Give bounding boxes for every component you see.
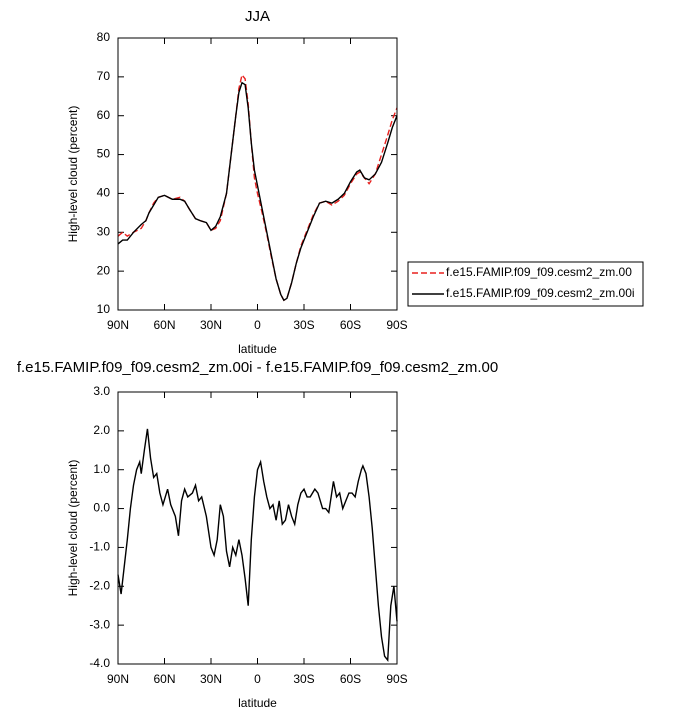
legend-label: f.e15.FAMIP.f09_f09.cesm2_zm.00i [446, 286, 635, 300]
y-tick-label: -4.0 [89, 656, 110, 670]
y-tick-label: 2.0 [93, 423, 110, 437]
x-tick-label: 30S [293, 672, 314, 686]
y-axis-label: High-level cloud (percent) [66, 106, 80, 243]
y-tick-label: -1.0 [89, 540, 110, 554]
y-tick-label: 80 [97, 30, 111, 44]
x-tick-label: 0 [254, 672, 261, 686]
y-tick-label: -2.0 [89, 578, 110, 592]
legend-label: f.e15.FAMIP.f09_f09.cesm2_zm.00 [446, 265, 632, 279]
data-line [117, 81, 398, 302]
y-tick-label: -3.0 [89, 617, 110, 631]
plot-frame [117, 37, 398, 311]
chart-title: f.e15.FAMIP.f09_f09.cesm2_zm.00i - f.e15… [17, 359, 498, 376]
x-tick-label: 90N [107, 318, 129, 332]
legend-box [407, 261, 644, 307]
y-tick-label: 50 [97, 147, 111, 161]
x-tick-label: 90S [386, 318, 407, 332]
y-tick-label: 20 [97, 263, 111, 277]
y-tick-label: 30 [97, 224, 111, 238]
x-tick-label: 90N [107, 672, 129, 686]
x-tick-label: 60N [153, 672, 175, 686]
y-tick-label: 70 [97, 69, 111, 83]
x-axis-label: latitude [238, 696, 277, 710]
y-tick-label: 3.0 [93, 384, 110, 398]
x-tick-label: 90S [386, 672, 407, 686]
y-tick-label: 60 [97, 108, 111, 122]
y-tick-label: 10 [97, 302, 111, 316]
x-tick-label: 60S [340, 672, 361, 686]
data-line [117, 428, 398, 662]
x-tick-label: 60S [340, 318, 361, 332]
x-tick-label: 0 [254, 318, 261, 332]
y-axis-label: High-level cloud (percent) [66, 460, 80, 597]
y-tick-label: 40 [97, 186, 111, 200]
plot-frame [117, 391, 398, 665]
x-axis-label: latitude [238, 342, 277, 356]
x-tick-label: 60N [153, 318, 175, 332]
x-tick-label: 30N [200, 318, 222, 332]
x-tick-label: 30S [293, 318, 314, 332]
x-tick-label: 30N [200, 672, 222, 686]
y-tick-label: 1.0 [93, 462, 110, 476]
chart-title: JJA [245, 8, 270, 25]
y-tick-label: 0.0 [93, 501, 110, 515]
